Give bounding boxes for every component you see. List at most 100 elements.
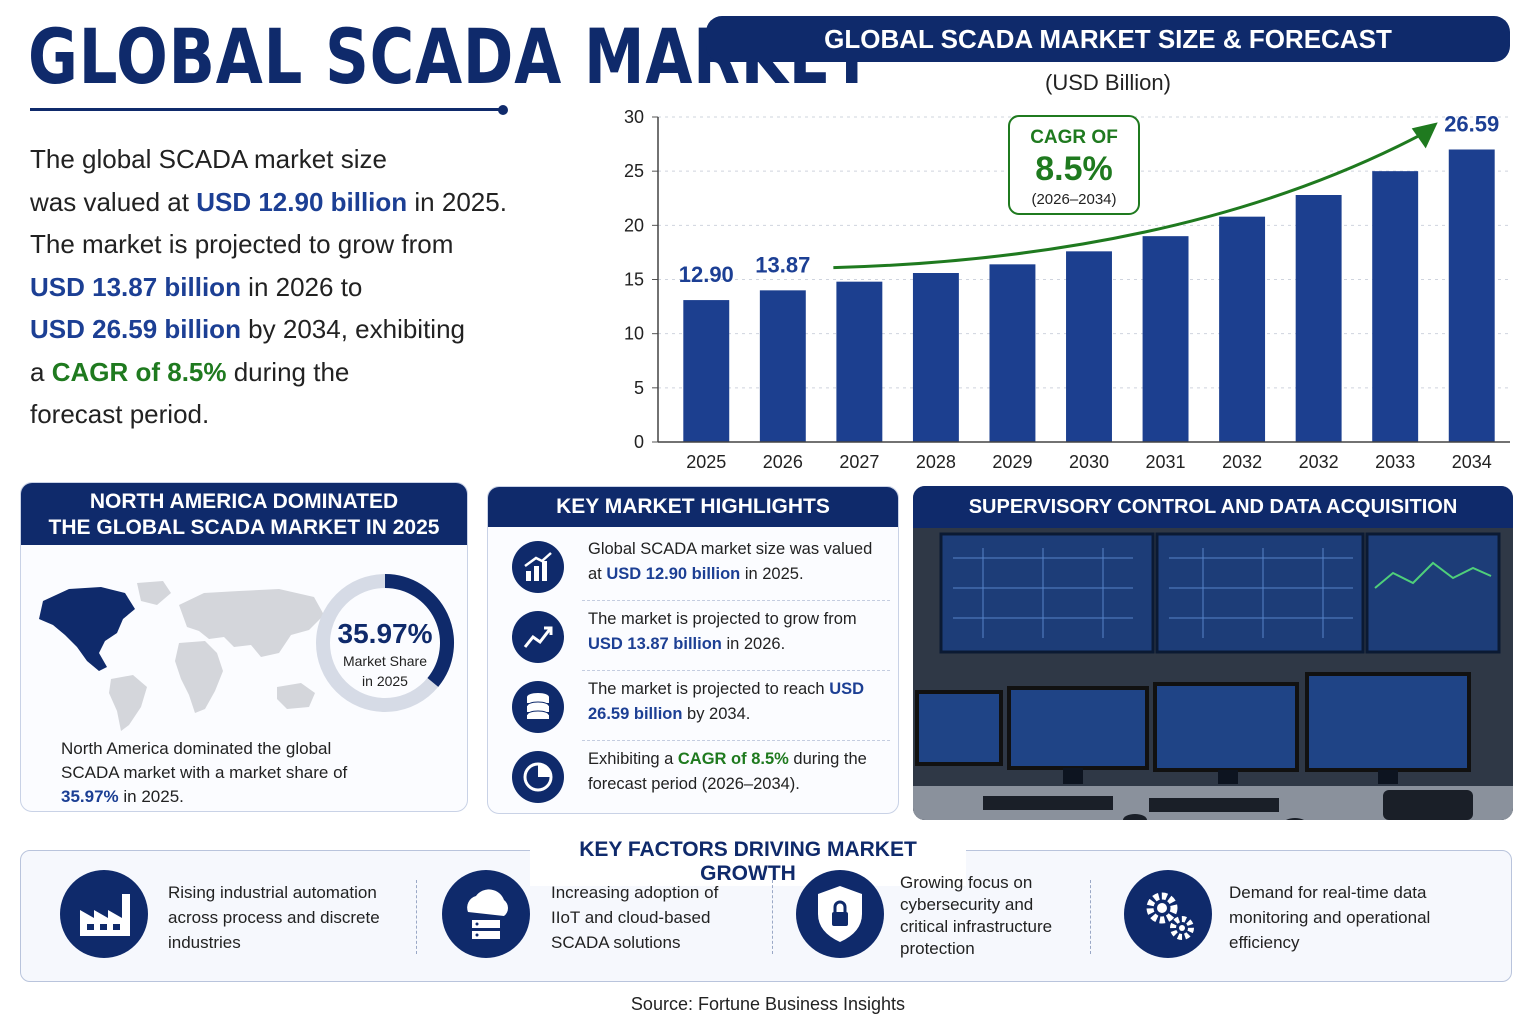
x-tick-label: 2027 — [839, 452, 879, 472]
highlight-value: CAGR of 8.5% — [677, 750, 789, 768]
highlight-text: The market is projected to grow from USD… — [588, 607, 888, 657]
y-tick-label: 0 — [634, 432, 644, 452]
highlight-text: Global SCADA market size was valued at U… — [588, 537, 888, 587]
y-tick-label: 30 — [624, 107, 644, 127]
highlight-value: USD 26.59 billion — [588, 680, 865, 723]
gears-icon — [1124, 870, 1212, 958]
x-tick-label: 2026 — [763, 452, 803, 472]
bar — [989, 264, 1036, 442]
y-tick-label: 10 — [624, 324, 644, 344]
north-america-header-line: NORTH AMERICA DOMINATED — [89, 490, 399, 513]
intro-text: was valued at — [30, 186, 197, 217]
scada-control-room-card: SUPERVISORY CONTROL AND DATA ACQUISITION — [913, 486, 1513, 820]
bar-data-label: 12.90 — [679, 262, 734, 287]
x-tick-label: 2028 — [916, 452, 956, 472]
market-share-donut: 35.97% Market Share in 2025 — [316, 574, 454, 712]
intro-cagr: CAGR of 8.5% — [51, 356, 227, 387]
intro-paragraph: The global SCADA market size was valued … — [30, 138, 530, 436]
north-america-text: in 2025. — [118, 787, 184, 806]
north-america-description: North America dominated the global SCADA… — [61, 737, 391, 809]
bar-chart-icon — [512, 541, 564, 593]
highlight-text-part: The market is projected to grow from — [588, 610, 857, 628]
x-tick-label: 2033 — [1375, 452, 1415, 472]
cagr-callout-title: CAGR OF — [1030, 127, 1118, 148]
intro-value-2034: USD 26.59 billion — [30, 314, 241, 344]
factor-text: Demand for real-time data monitoring and… — [1229, 883, 1431, 952]
y-tick-label: 25 — [624, 161, 644, 181]
highlight-text-part: in 2025. — [740, 565, 804, 583]
highlight-text-part: The market is projected to reach — [588, 680, 830, 698]
market-share-year: in 2025 — [362, 673, 408, 689]
y-tick-label: 15 — [624, 270, 644, 290]
bar — [683, 300, 730, 442]
control-room-illustration — [913, 528, 1513, 820]
cagr-callout-value: 8.5% — [1035, 150, 1113, 188]
market-share-value: 35.97% — [338, 618, 433, 649]
trend-up-icon — [512, 611, 564, 663]
cagr-callout: CAGR OF 8.5% (2026–2034) — [1008, 115, 1140, 215]
bar-data-label: 13.87 — [755, 252, 810, 277]
north-america-share: 35.97% — [61, 787, 119, 806]
bar — [1295, 195, 1342, 442]
bar — [1448, 149, 1495, 442]
growth-trend-arrowhead — [1411, 122, 1438, 149]
intro-value-2026: USD 13.87 billion — [30, 271, 241, 302]
x-tick-label: 2032 — [1222, 452, 1262, 472]
intro-text: The market is projected to grow from — [30, 229, 454, 259]
bar — [1219, 216, 1266, 442]
bar — [1142, 236, 1189, 442]
chart-header: GLOBAL SCADA MARKET SIZE & FORECAST — [706, 16, 1510, 62]
highlight-value: USD 13.87 billion — [588, 635, 722, 653]
y-tick-label: 5 — [634, 378, 644, 398]
factor-text: Growing focus on cybersecurity and criti… — [900, 873, 1053, 958]
bar — [759, 290, 806, 442]
highlight-text: The market is projected to reach USD 26.… — [588, 677, 888, 727]
highlight-text-part: by 2034. — [682, 705, 751, 723]
title-underline — [30, 108, 504, 111]
highlight-text: Exhibiting a CAGR of 8.5% during the for… — [588, 747, 888, 797]
intro-text: The global SCADA market size — [30, 144, 387, 174]
bar-data-label: 26.59 — [1444, 112, 1499, 137]
bar — [836, 281, 883, 442]
key-highlights-header: KEY MARKET HIGHLIGHTS — [488, 487, 898, 527]
intro-text: in 2026 to — [240, 271, 363, 302]
intro-text: by 2034, exhibiting — [240, 314, 465, 344]
x-tick-label: 2032 — [1299, 452, 1339, 472]
bar — [1372, 171, 1419, 442]
north-america-header-line: THE GLOBAL SCADA MARKET IN 2025 — [48, 516, 440, 539]
y-tick-label: 20 — [624, 215, 644, 235]
x-tick-label: 2031 — [1146, 452, 1186, 472]
key-highlights-card: KEY MARKET HIGHLIGHTS Global SCADA marke… — [487, 486, 899, 814]
intro-text: forecast period. — [30, 399, 210, 429]
cagr-callout-period: (2026–2034) — [1031, 191, 1116, 208]
bar — [1066, 251, 1112, 442]
cloud-server-icon — [442, 870, 530, 958]
north-america-text: North America dominated the global SCADA… — [61, 739, 348, 782]
x-tick-label: 2030 — [1069, 452, 1109, 472]
x-tick-label: 2029 — [992, 452, 1032, 472]
highlight-text-part: Global SCADA market size was valued at — [588, 540, 873, 583]
north-america-region — [39, 587, 135, 671]
highlight-text-part: in 2026. — [721, 635, 786, 653]
highlight-value: USD 12.90 billion — [606, 565, 741, 583]
factory-icon — [60, 870, 148, 958]
intro-value-2025: USD 12.90 billion — [196, 186, 408, 217]
x-tick-label: 2025 — [686, 452, 726, 472]
intro-text: a — [30, 356, 52, 387]
source-note: Source: Fortune Business Insights — [630, 994, 906, 1014]
north-america-header: NORTH AMERICA DOMINATED THE GLOBAL SCADA… — [21, 483, 467, 545]
highlight-text-part: during the forecast period (2026–2034). — [588, 750, 867, 793]
shield-lock-icon — [796, 870, 884, 958]
chart-unit-label: (USD Billion) — [1045, 70, 1171, 95]
factor-text: Rising industrial automation across proc… — [168, 883, 380, 952]
bar — [912, 273, 959, 442]
highlight-text-part: Exhibiting a — [588, 750, 678, 768]
world-map — [39, 581, 324, 731]
market-share-label: Market Share — [343, 653, 427, 669]
highlight-item: Global SCADA market size was valued at U… — [488, 531, 898, 601]
highlight-item: Exhibiting a CAGR of 8.5% during the for… — [488, 741, 898, 811]
intro-text: in 2025. — [407, 186, 507, 217]
growth-trend-line — [833, 133, 1423, 270]
factor-text: Increasing adoption of IIoT and cloud-ba… — [551, 883, 719, 952]
